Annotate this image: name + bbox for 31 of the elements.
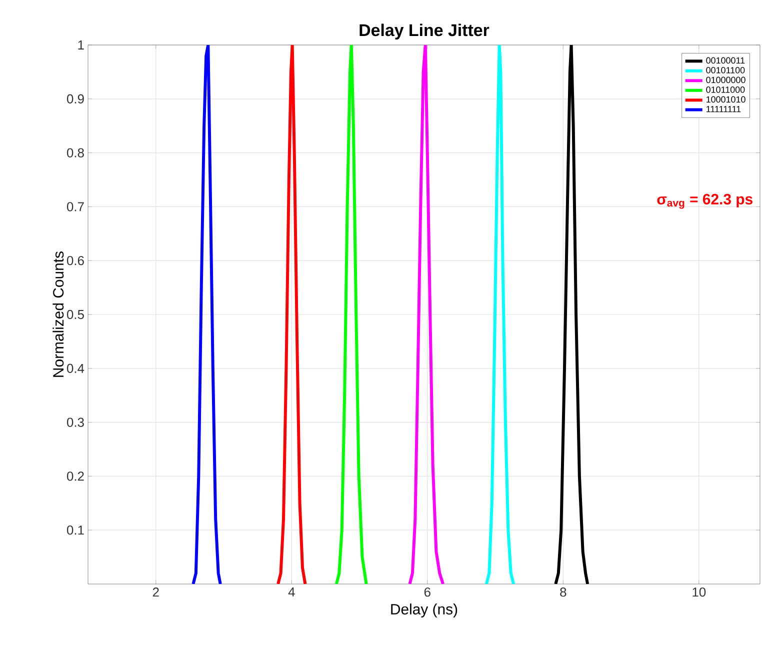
x-tick-label: 4 — [288, 588, 295, 596]
y-tick-label: 1 — [78, 40, 84, 50]
y-tick-label: 0.8 — [66, 148, 84, 158]
y-tick-label: 0.5 — [66, 310, 84, 320]
line-series — [408, 44, 445, 584]
y-tick-label: 0.4 — [66, 364, 84, 373]
x-axis-title: Delay (ns) — [391, 604, 458, 618]
chart-title: Delay Line Jitter — [360, 24, 490, 40]
line-series — [484, 44, 516, 584]
legend-label: 10001010 — [706, 96, 746, 103]
x-tick-label: 8 — [560, 588, 566, 597]
legend-label: 01011000 — [706, 86, 745, 93]
line-series — [276, 44, 307, 584]
x-tick-label: 6 — [424, 588, 430, 597]
y-tick-label: 0.9 — [66, 94, 84, 104]
line-series — [192, 44, 222, 584]
y-tick-label: 0.6 — [66, 256, 84, 266]
line-series — [334, 44, 368, 584]
x-tick-label: 10 — [692, 588, 706, 597]
y-tick-label: 0.1 — [66, 526, 84, 535]
x-tick-label: 2 — [152, 588, 159, 597]
legend-label: 00101100 — [706, 67, 745, 74]
annotation: σ$_{avg}$ = 62.3 ps — [657, 194, 752, 209]
legend-label: 01000000 — [706, 76, 746, 84]
y-tick-label: 0.3 — [66, 418, 84, 427]
y-tick-label: 0.2 — [66, 472, 84, 481]
line-series — [554, 44, 590, 584]
y-axis-title: Normalized Counts — [52, 252, 64, 377]
y-tick-label: 0.7 — [66, 202, 84, 212]
legend-label: 11111111 — [706, 106, 741, 112]
legend-label: 00100011 — [706, 57, 745, 64]
